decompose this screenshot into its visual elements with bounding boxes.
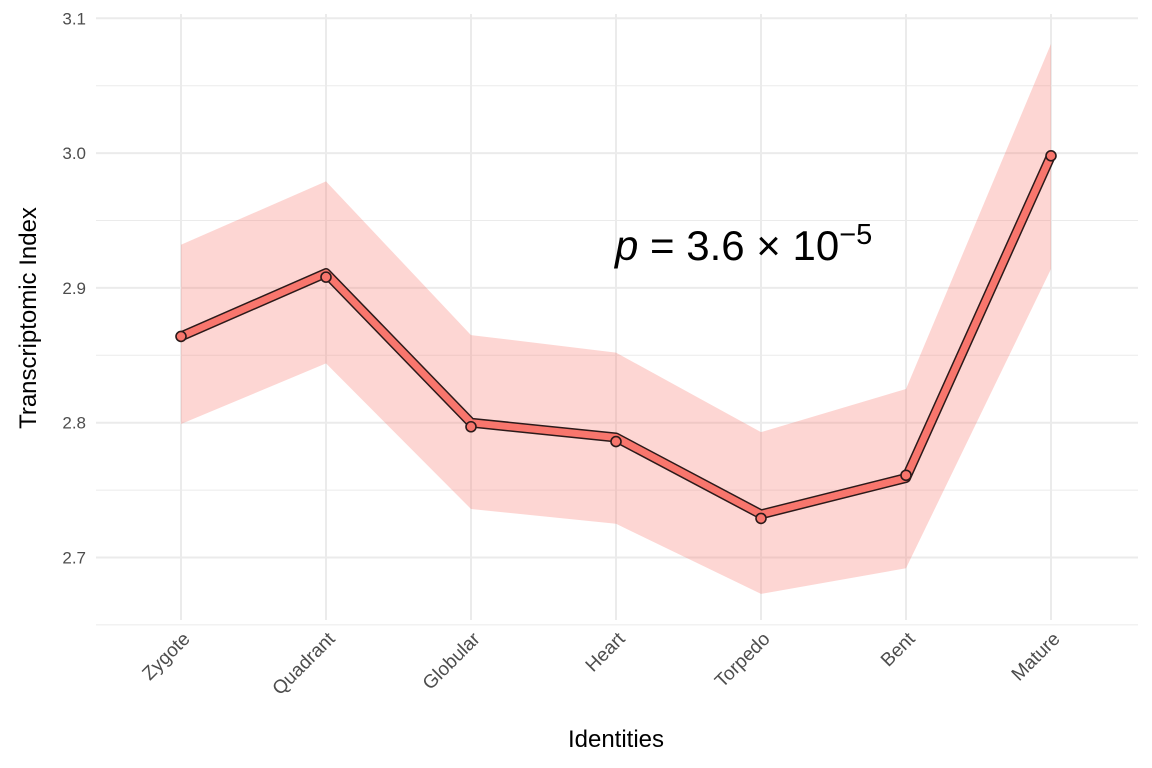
y-tick-label: 2.8 (62, 414, 86, 433)
x-tick-label: Bent (877, 628, 920, 671)
data-point (320, 271, 332, 283)
data-point (610, 435, 622, 448)
confidence-band (181, 43, 1051, 594)
x-axis-title: Identities (568, 726, 664, 753)
p-value-annotation: p = 3.6 × 10−5 (613, 219, 872, 269)
y-tick-label: 3.0 (62, 144, 86, 163)
y-axis-title: Transcriptomic Index (15, 207, 42, 429)
x-tick-label: Globular (419, 628, 485, 694)
x-tick-labels: Zygote Quadrant Globular Heart Torpedo Bent Ma… (139, 628, 1065, 699)
y-tick-labels: 2.7 2.8 2.9 3.0 3.1 (62, 9, 86, 567)
data-point (755, 512, 767, 525)
y-tick-label: 3.1 (62, 9, 86, 28)
data-point (465, 420, 477, 433)
data-point (900, 469, 912, 482)
p-italic: p (613, 222, 638, 269)
p-value-text: = 3.6 × 10 (638, 222, 839, 269)
x-tick-label: Quadrant (269, 628, 340, 699)
y-tick-label: 2.7 (62, 549, 86, 568)
data-point (1045, 149, 1057, 162)
points-layer (175, 149, 1057, 525)
y-tick-label: 2.9 (62, 279, 86, 298)
x-tick-label: Zygote (139, 629, 195, 685)
x-tick-label: Mature (1008, 629, 1065, 686)
ci-ribbon-layer (181, 43, 1051, 594)
x-tick-label: Heart (582, 628, 630, 676)
grid (96, 14, 1138, 626)
x-tick-label: Torpedo (711, 629, 774, 692)
p-value-exponent: −5 (839, 219, 872, 251)
data-point (175, 330, 187, 343)
